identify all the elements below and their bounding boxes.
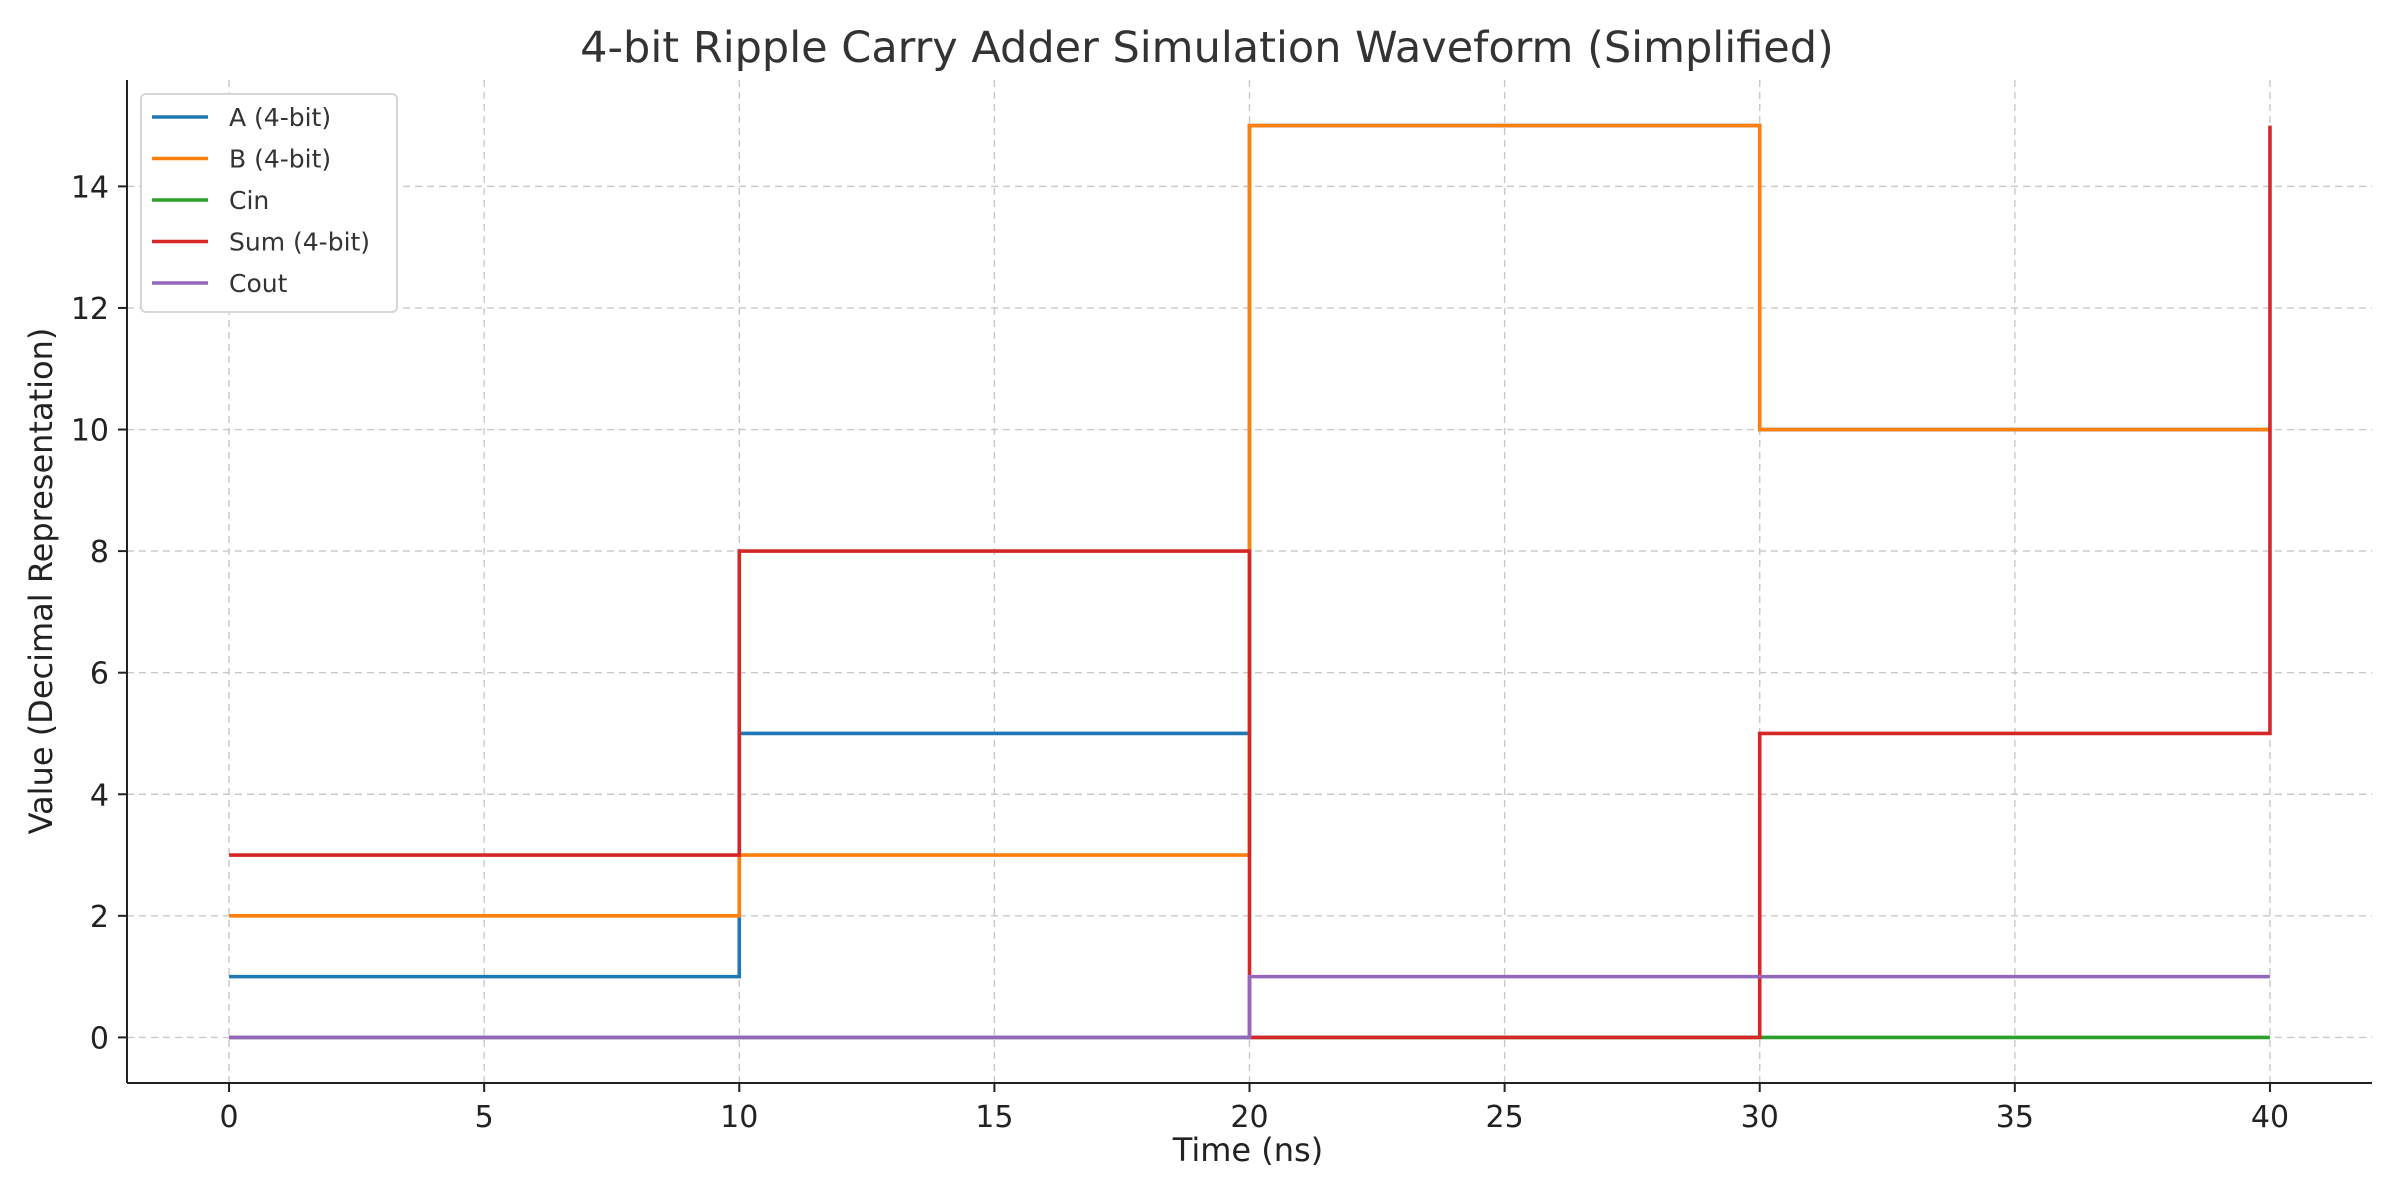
x-tick-label: 10 [720, 1100, 758, 1135]
legend-label: Sum (4-bit) [229, 228, 370, 257]
legend: A (4-bit) B (4-bit) Cin Sum (4-bit) Cout [140, 93, 398, 313]
legend-label: A (4-bit) [229, 103, 331, 132]
y-tick-label: 14 [71, 170, 109, 205]
y-tick-label: 8 [90, 535, 109, 570]
legend-label: B (4-bit) [229, 145, 331, 174]
x-tick-label: 5 [475, 1100, 494, 1135]
x-axis-label: Time (ns) [1172, 1131, 1323, 1169]
chart-title: 4-bit Ripple Carry Adder Simulation Wave… [580, 23, 1834, 73]
x-tick-label: 30 [1741, 1100, 1779, 1135]
y-tick-label: 12 [71, 292, 109, 327]
y-tick-label: 6 [90, 657, 109, 692]
y-tick-label: 0 [90, 1021, 109, 1056]
x-tick-label: 0 [219, 1100, 238, 1135]
legend-label: Cout [229, 269, 288, 298]
legend-label: Cin [229, 186, 269, 215]
series-layer [229, 123, 2272, 1040]
x-tick-label: 35 [1996, 1100, 2034, 1135]
tick-layer: 0 5 10 15 20 25 30 35 40 0 2 4 6 8 10 12 14 [71, 170, 2289, 1135]
y-tick-label: 4 [90, 778, 109, 813]
x-tick-label: 15 [975, 1100, 1013, 1135]
x-tick-label: 40 [2251, 1100, 2289, 1135]
y-tick-label: 10 [71, 414, 109, 449]
x-tick-label: 25 [1486, 1100, 1524, 1135]
y-axis-label: Value (Decimal Representation) [22, 328, 60, 835]
x-tick-label: 20 [1230, 1100, 1268, 1135]
series-line-1 [229, 123, 2270, 918]
series-line-4 [229, 974, 2270, 1040]
y-tick-label: 2 [90, 900, 109, 935]
legend-box [140, 93, 398, 313]
